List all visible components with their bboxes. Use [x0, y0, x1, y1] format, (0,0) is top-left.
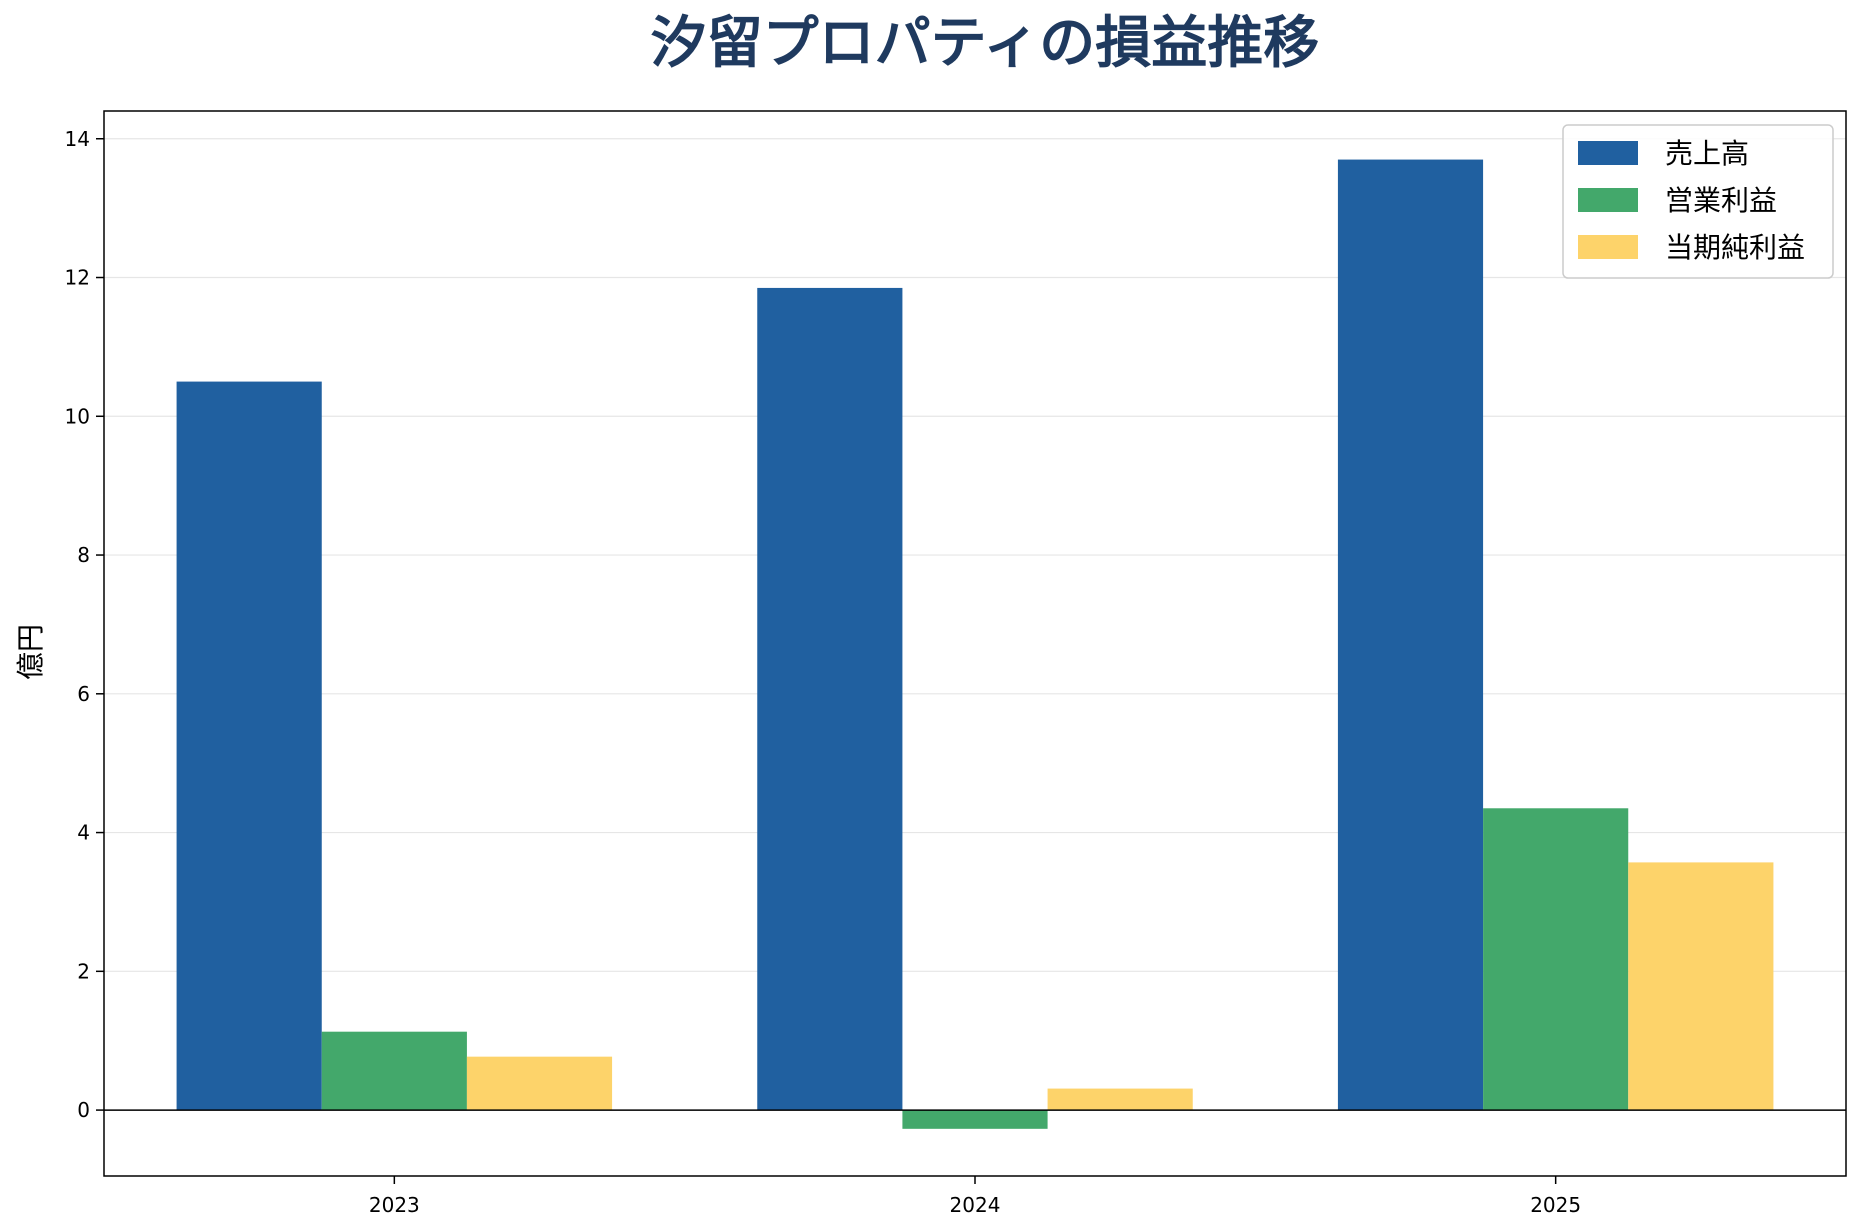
bar [1483, 808, 1629, 1111]
bar [757, 287, 903, 1111]
bar [1337, 159, 1484, 1111]
legend-label: 売上高 [1665, 137, 1749, 170]
x-tick-label: 2023 [369, 1193, 420, 1217]
y-axis: 0 2 4 6 8 10 12 14 [65, 127, 104, 1122]
x-axis: 2023 2024 2025 [369, 1176, 1581, 1217]
bars [176, 159, 1774, 1129]
y-tick-label: 8 [77, 543, 90, 567]
bar [466, 1056, 613, 1111]
legend-label: 営業利益 [1665, 184, 1777, 217]
legend-swatch [1578, 188, 1638, 212]
y-tick-label: 14 [65, 127, 90, 151]
y-tick-label: 4 [77, 821, 90, 845]
legend-swatch [1578, 141, 1638, 165]
bar [321, 1031, 467, 1111]
chart-title: 汐留プロパティの損益推移 [651, 11, 1320, 76]
y-tick-label: 0 [77, 1098, 90, 1122]
y-tick-label: 6 [77, 682, 90, 706]
y-tick-label: 12 [65, 266, 90, 290]
bar [902, 1110, 1048, 1129]
y-axis-label: 億円 [14, 624, 47, 680]
gridlines [104, 138, 1846, 1111]
y-tick-label: 2 [77, 959, 90, 983]
x-tick-label: 2024 [950, 1193, 1001, 1217]
bar [1047, 1088, 1193, 1111]
bar [1628, 862, 1774, 1111]
legend-swatch [1578, 235, 1638, 259]
x-tick-label: 2025 [1530, 1193, 1581, 1217]
y-tick-label: 10 [65, 404, 90, 428]
bar [176, 381, 322, 1111]
legend-label: 当期純利益 [1665, 231, 1805, 264]
